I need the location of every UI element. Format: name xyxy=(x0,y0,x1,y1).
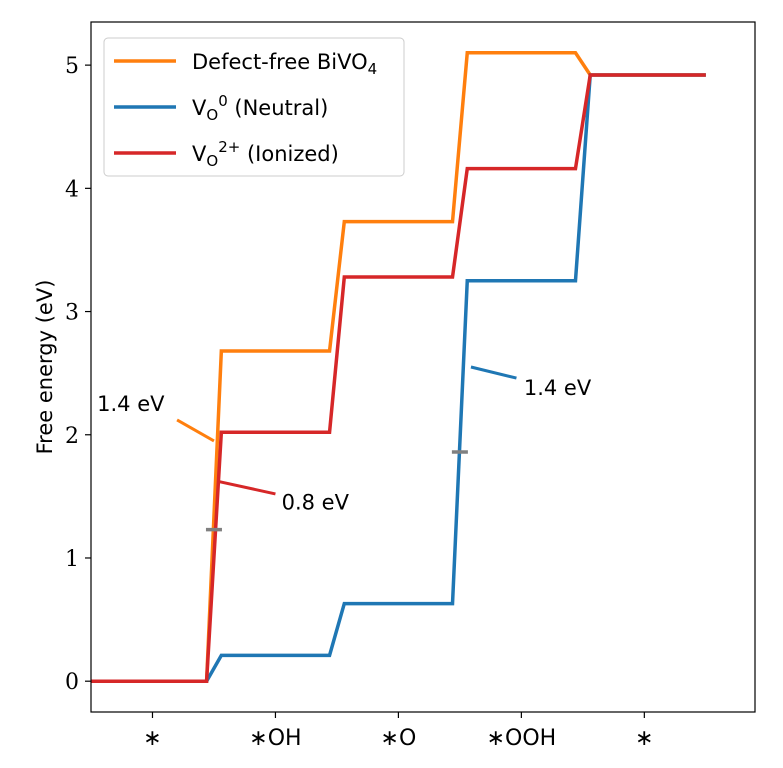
axes-frame xyxy=(90,21,756,713)
plot-markers xyxy=(205,450,468,532)
annotation-leader-1 xyxy=(218,480,276,496)
y-tick-label-1: 1 xyxy=(65,547,79,572)
legend-label-2-name-sub: O xyxy=(206,152,218,170)
legend-label-1: VO0 (Neutral) xyxy=(192,92,328,124)
y-axis-ticks: 0 1 2 3 4 5 xyxy=(65,54,91,695)
annotation-leader-2 xyxy=(470,365,517,380)
legend-label-2-name: V xyxy=(192,142,207,166)
annotation-leader-0 xyxy=(176,418,215,443)
legend-label-1-name-sup: 0 xyxy=(218,92,228,110)
series-line-1 xyxy=(91,73,706,683)
legend-box xyxy=(103,37,405,177)
x-tick-label-1: ∗OH xyxy=(249,726,301,751)
plot-annotations: 1.4 eV 0.8 eV 1.4 eV xyxy=(97,365,592,515)
legend-label-0-name: Defect-free BiVO xyxy=(192,50,368,74)
y-tick-label-3: 3 xyxy=(65,301,79,326)
annotation-label-1: 0.8 eV xyxy=(282,491,350,515)
legend-label-2-name-suffix: (Ionized) xyxy=(240,142,339,166)
y-tick-label-5: 5 xyxy=(65,54,79,79)
legend-label-1-name-sub: O xyxy=(206,106,218,124)
series-line-2 xyxy=(91,73,706,683)
plot-lines xyxy=(91,51,706,683)
y-tick-label-4: 4 xyxy=(65,177,79,202)
legend-label-2-name-sup: 2+ xyxy=(218,138,240,156)
legend-label-0-name-sub: 4 xyxy=(368,60,378,78)
y-tick-label-0: 0 xyxy=(65,670,79,695)
x-tick-label-3: ∗OOH xyxy=(487,726,557,751)
series-line-0 xyxy=(91,51,706,683)
legend-label-1-name-suffix: (Neutral) xyxy=(228,96,329,120)
y-tick-label-2: 2 xyxy=(65,424,79,449)
y-axis-label: Free energy (eV) xyxy=(33,280,57,455)
x-tick-label-2: ∗O xyxy=(381,726,417,751)
x-tick-label-0: ∗ xyxy=(143,726,161,751)
legend-label-2: VO2+ (Ionized) xyxy=(192,138,339,170)
legend-label-1-name: V xyxy=(192,96,207,120)
annotation-label-0: 1.4 eV xyxy=(97,392,165,416)
legend-label-0: Defect-free BiVO4 xyxy=(192,50,377,78)
x-tick-label-4: ∗ xyxy=(635,726,653,751)
x-axis-ticks: ∗ ∗OH ∗O ∗OOH ∗ xyxy=(143,712,654,751)
annotation-label-2: 1.4 eV xyxy=(524,376,592,400)
